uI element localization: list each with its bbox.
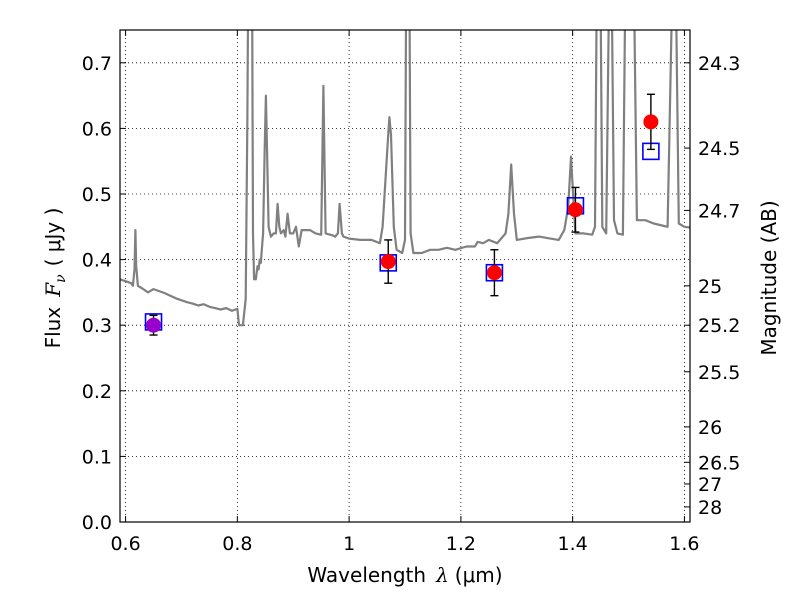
mag-tick-label: 25	[698, 276, 722, 298]
observed-photometry-points	[146, 93, 659, 336]
y-tick-label: 0.7	[82, 53, 112, 75]
x-tick-label: 1.4	[558, 533, 588, 555]
plot-frame	[119, 29, 691, 523]
y-tick-label: 0.3	[82, 315, 112, 337]
model-spectrum	[120, 30, 690, 327]
mag-tick-label: 24.5	[698, 138, 740, 160]
x-tick-label: 1.6	[669, 533, 699, 555]
y-axis-label: FluxFν( μJy )	[41, 208, 69, 349]
x-axis-label: Wavelength λ (μm)	[307, 563, 502, 587]
mag-tick-label: 25.5	[698, 362, 740, 384]
x-tick-label: 1.2	[446, 533, 476, 555]
mag-tick-label: 26	[698, 417, 722, 439]
x-tick-label: 0.6	[110, 533, 140, 555]
mag-tick-label: 26.5	[698, 452, 740, 474]
observed-point	[643, 114, 659, 130]
mag-tick-label: 24.3	[698, 53, 740, 75]
observed-point	[380, 254, 396, 270]
observed-point	[486, 265, 502, 281]
y-tick-label: 0.4	[82, 250, 112, 272]
model-photometry-squares	[144, 142, 660, 331]
y2-axis-label: Magnitude (AB)	[757, 200, 781, 355]
mag-tick-label: 25.2	[698, 315, 740, 337]
x-axis-ticks: 0.6 0.8 1 1.2 1.4 1.6	[110, 30, 700, 555]
observed-point	[567, 202, 583, 218]
mag-tick-label: 27	[698, 474, 722, 496]
observed-point	[146, 317, 162, 333]
y-tick-label: 0.1	[82, 446, 112, 468]
mag-tick-label: 28	[698, 497, 722, 519]
y-tick-label: 0.6	[82, 118, 112, 140]
mag-tick-label: 24.7	[698, 200, 740, 222]
y-tick-label: 0.2	[82, 381, 112, 403]
x-tick-label: 1	[343, 533, 355, 555]
y-axis-ticks: 0.0 0.1 0.2 0.3 0.4 0.5 0.6 0.7	[82, 53, 126, 534]
y-tick-label: 0.5	[82, 184, 112, 206]
y-tick-label: 0.0	[82, 512, 112, 534]
x-tick-label: 0.8	[222, 533, 252, 555]
spectrum-line	[120, 30, 690, 327]
